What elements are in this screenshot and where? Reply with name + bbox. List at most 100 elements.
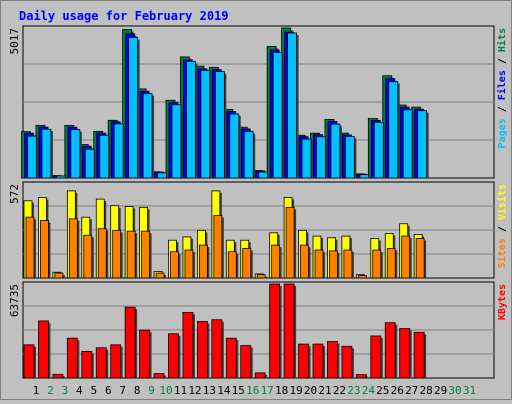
x-tick-label-day-15: 15 [232, 384, 245, 397]
bar-sites-day-13 [199, 245, 207, 278]
x-tick-label-day-4: 4 [76, 384, 83, 397]
bar-kbytes-day-20 [299, 344, 309, 378]
bar-kbytes-day-25 [371, 336, 381, 378]
bar-sites-day-14 [214, 216, 222, 278]
bar-pages-day-11 [172, 105, 181, 178]
bar-pages-day-13 [201, 70, 210, 178]
bar-kbytes-day-21 [313, 344, 323, 378]
bar-sites-day-26 [387, 248, 395, 278]
x-tick-label-day-16: 16 [246, 384, 259, 397]
bar-sites-day-6 [98, 229, 106, 278]
bar-kbytes-day-6 [96, 348, 106, 378]
bar-kbytes-day-4 [67, 338, 77, 378]
bar-pages-day-26 [389, 82, 398, 178]
bar-sites-day-1 [26, 217, 34, 278]
bar-pages-day-1 [28, 136, 37, 178]
legend-entry: Files [496, 70, 508, 100]
bar-pages-day-5 [85, 149, 94, 178]
bar-sites-day-3 [55, 273, 63, 278]
bar-sites-day-18 [272, 245, 280, 278]
bar-kbytes-day-12 [183, 312, 193, 378]
x-tick-label-day-8: 8 [134, 384, 141, 397]
bar-kbytes-day-9 [140, 330, 150, 378]
bar-pages-day-24 [360, 175, 369, 178]
bar-pages-day-7 [114, 124, 123, 178]
bar-pages-day-18 [273, 52, 282, 178]
bar-kbytes-day-15 [226, 338, 236, 378]
bar-pages-day-14 [215, 72, 224, 178]
x-tick-label-day-30: 30 [448, 384, 461, 397]
legend-entry: / [497, 220, 508, 238]
x-tick-label-day-10: 10 [159, 384, 172, 397]
bar-pages-day-8 [129, 37, 138, 178]
bar-kbytes-day-18 [270, 284, 280, 378]
bar-kbytes-day-27 [400, 329, 410, 378]
bar-sites-day-16 [243, 248, 251, 278]
legend-hits-files-pages: Pages / Files / Hits [496, 28, 508, 148]
bar-sites-day-28 [416, 239, 424, 278]
bar-sites-day-5 [84, 235, 92, 278]
legend-entry: / [497, 100, 508, 118]
bar-sites-day-9 [142, 231, 150, 278]
bar-pages-day-20 [302, 139, 311, 178]
legend-entry: Pages [497, 118, 508, 148]
bar-kbytes-day-5 [82, 351, 92, 378]
bar-pages-day-19 [288, 33, 297, 178]
bar-sites-day-19 [286, 207, 294, 278]
bar-sites-day-10 [156, 273, 164, 278]
bar-pages-day-12 [186, 61, 195, 178]
bar-kbytes-day-14 [212, 320, 222, 378]
x-tick-label-day-26: 26 [391, 384, 404, 397]
x-tick-label-day-28: 28 [420, 384, 433, 397]
bar-kbytes-day-26 [385, 323, 395, 378]
bar-pages-day-9 [143, 94, 152, 178]
bar-pages-day-3 [56, 176, 65, 178]
ymax-label-hits-files-pages: 5017 [8, 28, 21, 55]
bar-kbytes-day-1 [24, 345, 34, 378]
bar-pages-day-17 [259, 172, 268, 178]
chart-title: Daily usage for February 2019 [19, 9, 229, 23]
x-tick-label-day-9: 9 [148, 384, 155, 397]
x-tick-label-day-18: 18 [275, 384, 288, 397]
bar-kbytes-day-8 [125, 307, 135, 378]
x-tick-label-day-13: 13 [203, 384, 216, 397]
bar-sites-day-22 [329, 251, 337, 278]
legend-entry: KBytes [497, 284, 508, 320]
bar-pages-day-2 [42, 129, 51, 178]
bar-pages-day-4 [71, 130, 80, 178]
bar-kbytes-day-24 [356, 375, 366, 378]
bar-sites-day-27 [402, 236, 410, 278]
bar-sites-day-21 [315, 250, 323, 278]
bar-kbytes-day-3 [53, 374, 63, 378]
x-tick-label-day-6: 6 [105, 384, 112, 397]
bar-sites-day-2 [40, 220, 48, 278]
x-tick-label-day-23: 23 [347, 384, 360, 397]
legend-entry: Visits [496, 184, 508, 220]
x-tick-label-day-11: 11 [174, 384, 187, 397]
x-tick-label-day-5: 5 [90, 384, 97, 397]
bar-pages-day-28 [418, 111, 427, 178]
x-tick-label-day-29: 29 [434, 384, 447, 397]
x-tick-label-day-3: 3 [62, 384, 69, 397]
bar-kbytes-day-2 [38, 321, 48, 378]
legend-visits-sites: Sites / Visits [496, 184, 508, 268]
bar-sites-day-7 [113, 230, 121, 278]
bar-pages-day-10 [158, 173, 167, 178]
x-tick-label-day-1: 1 [33, 384, 40, 397]
legend-entry: Hits [496, 28, 508, 52]
bar-kbytes-day-17 [255, 373, 265, 378]
bar-pages-day-22 [331, 124, 340, 178]
bar-kbytes-day-16 [241, 346, 251, 378]
x-tick-label-day-2: 2 [47, 384, 54, 397]
bar-pages-day-23 [345, 136, 354, 178]
bar-sites-day-23 [344, 250, 352, 278]
bar-sites-day-8 [127, 231, 135, 278]
ymax-label-visits-sites: 572 [8, 184, 21, 204]
bar-pages-day-6 [100, 135, 109, 178]
x-tick-label-day-20: 20 [304, 384, 317, 397]
legend-kbytes: KBytes [497, 284, 508, 320]
bar-pages-day-16 [244, 132, 253, 178]
bar-kbytes-day-19 [284, 284, 294, 378]
